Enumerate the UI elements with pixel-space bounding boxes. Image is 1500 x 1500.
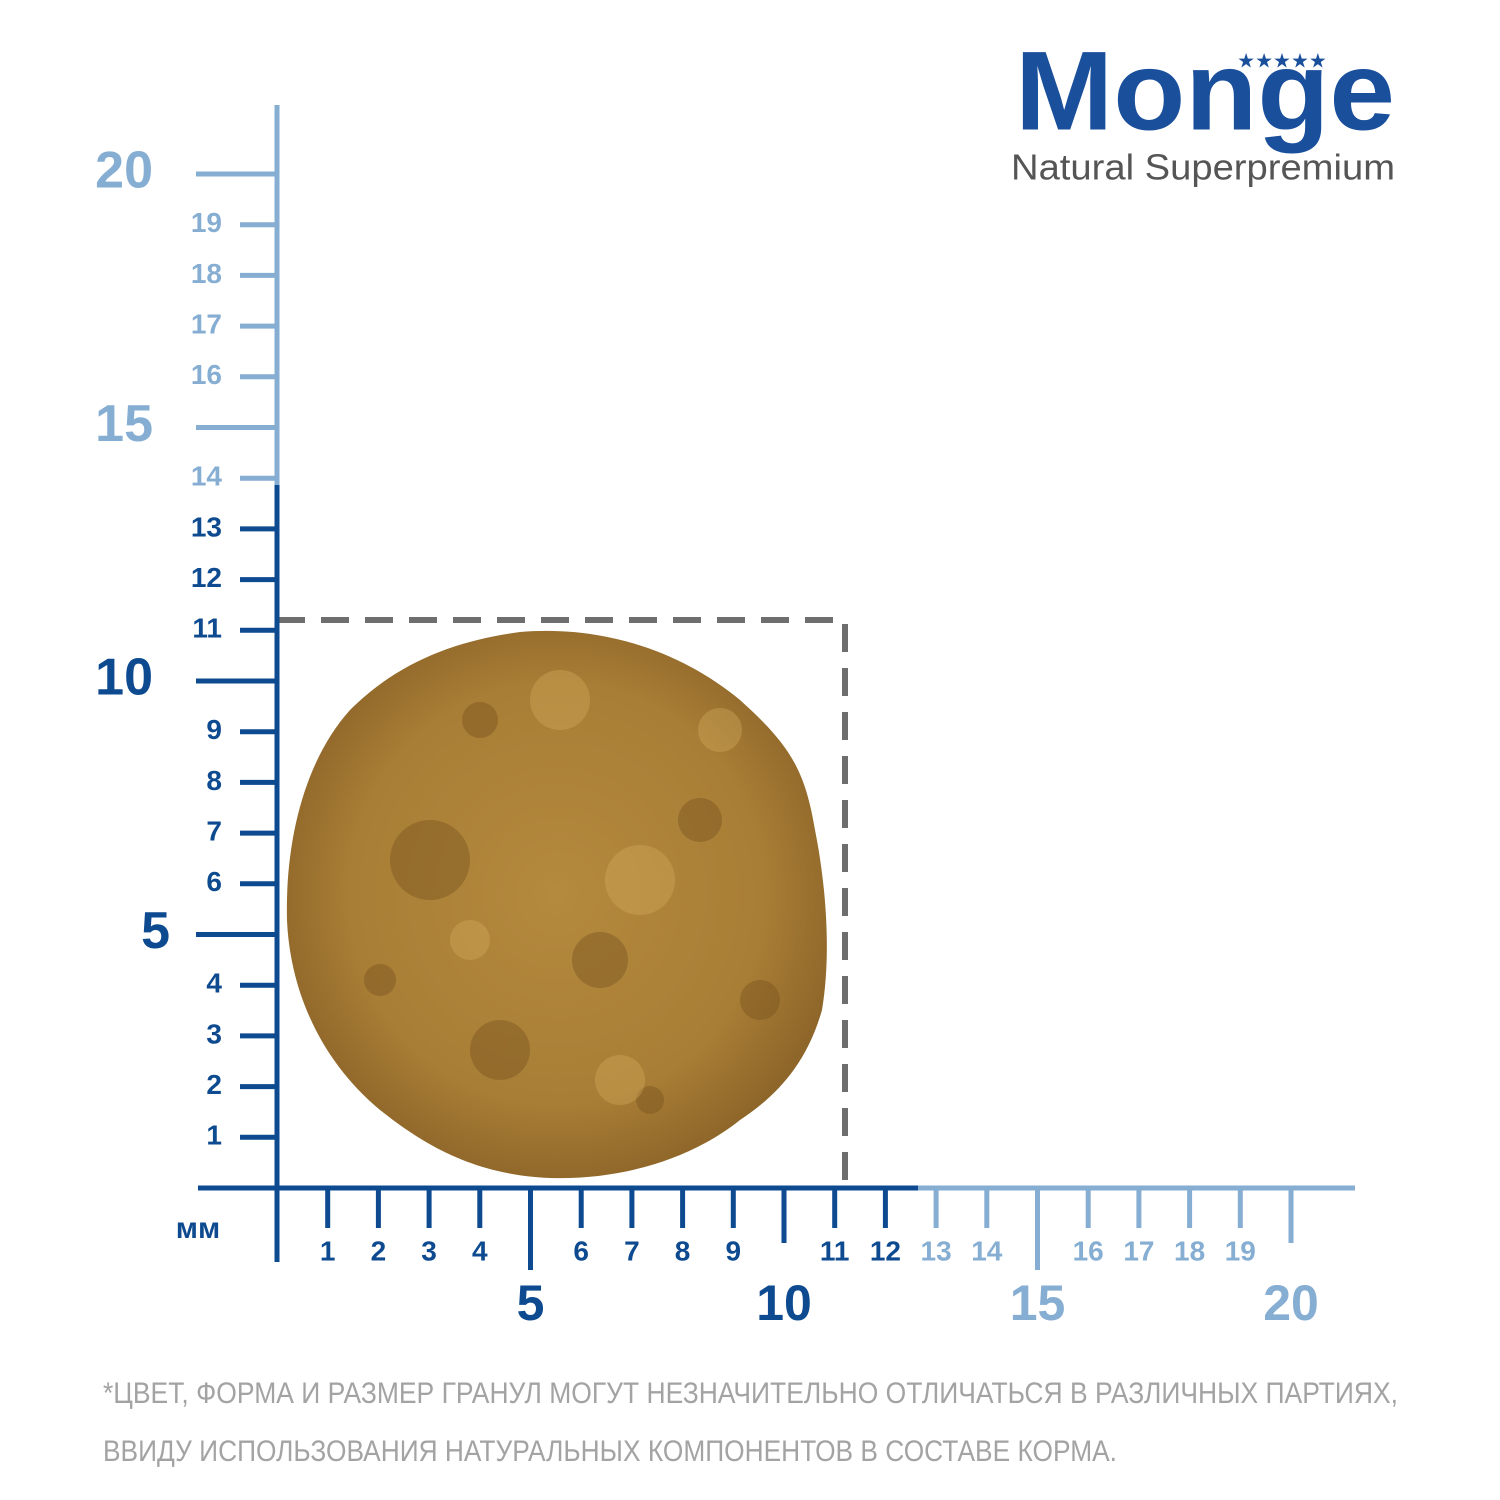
y-minor-label: 2	[206, 1069, 222, 1100]
y-minor-label: 13	[191, 511, 222, 542]
brand-tagline: Natural Superpremium	[1011, 147, 1395, 188]
kibble-texture	[364, 702, 780, 1114]
y-minor-label: 18	[191, 258, 222, 289]
y-minor-label: 19	[191, 207, 222, 238]
y-minor-label: 8	[206, 765, 222, 796]
x-major-label: 5	[517, 1275, 545, 1331]
y-major-label: 15	[95, 395, 153, 453]
kibble-highlights	[450, 670, 742, 1105]
x-minor-label: 18	[1174, 1235, 1205, 1266]
y-minor-label: 3	[206, 1018, 222, 1049]
y-minor-label: 16	[191, 359, 222, 390]
footnote-line: ВВИДУ ИСПОЛЬЗОВАНИЯ НАТУРАЛЬНЫХ КОМПОНЕН…	[103, 1435, 1117, 1468]
x-minor-label: 19	[1225, 1235, 1256, 1266]
y-major-label: 20	[95, 142, 153, 200]
x-minor-label: 12	[870, 1235, 901, 1266]
x-minor-label: 2	[371, 1235, 387, 1266]
x-minor-label: 1	[320, 1235, 336, 1266]
y-minor-label: 1	[206, 1120, 222, 1151]
x-minor-label: 16	[1073, 1235, 1104, 1266]
x-minor-label: 7	[624, 1235, 640, 1266]
x-minor-label: 13	[921, 1235, 952, 1266]
unit-label: мм	[176, 1212, 220, 1245]
x-minor-label: 6	[573, 1235, 589, 1266]
x-minor-label: 4	[472, 1235, 488, 1266]
x-minor-label: 9	[726, 1235, 742, 1266]
logo: Monge ★★★★★ Natural Superpremium	[1011, 29, 1395, 188]
x-minor-label: 14	[971, 1235, 1003, 1266]
y-major-label: 5	[141, 902, 170, 960]
footnote-line: *ЦВЕТ, ФОРМА И РАЗМЕР ГРАНУЛ МОГУТ НЕЗНА…	[103, 1377, 1398, 1410]
x-minor-label: 8	[675, 1235, 691, 1266]
y-minor-label: 9	[206, 714, 222, 745]
kibble	[286, 630, 827, 1179]
size-outline	[277, 617, 848, 1188]
y-minor-label: 7	[206, 815, 222, 846]
y-minor-label: 14	[191, 461, 223, 492]
x-major-label: 15	[1010, 1275, 1066, 1331]
y-minor-label: 17	[191, 308, 222, 339]
x-minor-label: 3	[421, 1235, 437, 1266]
y-minor-label: 4	[206, 968, 222, 999]
y-minor-label: 6	[206, 866, 222, 897]
x-minor-label: 11	[820, 1235, 850, 1266]
y-minor-label: 12	[191, 562, 222, 593]
y-major-label: 10	[95, 649, 153, 707]
y-minor-label: 11	[192, 613, 222, 644]
brand-name: Monge	[1015, 29, 1395, 154]
x-major-label: 20	[1263, 1275, 1319, 1331]
stars: ★★★★★	[1237, 50, 1327, 72]
x-major-label: 10	[756, 1275, 812, 1331]
x-minor-label: 17	[1123, 1235, 1154, 1266]
